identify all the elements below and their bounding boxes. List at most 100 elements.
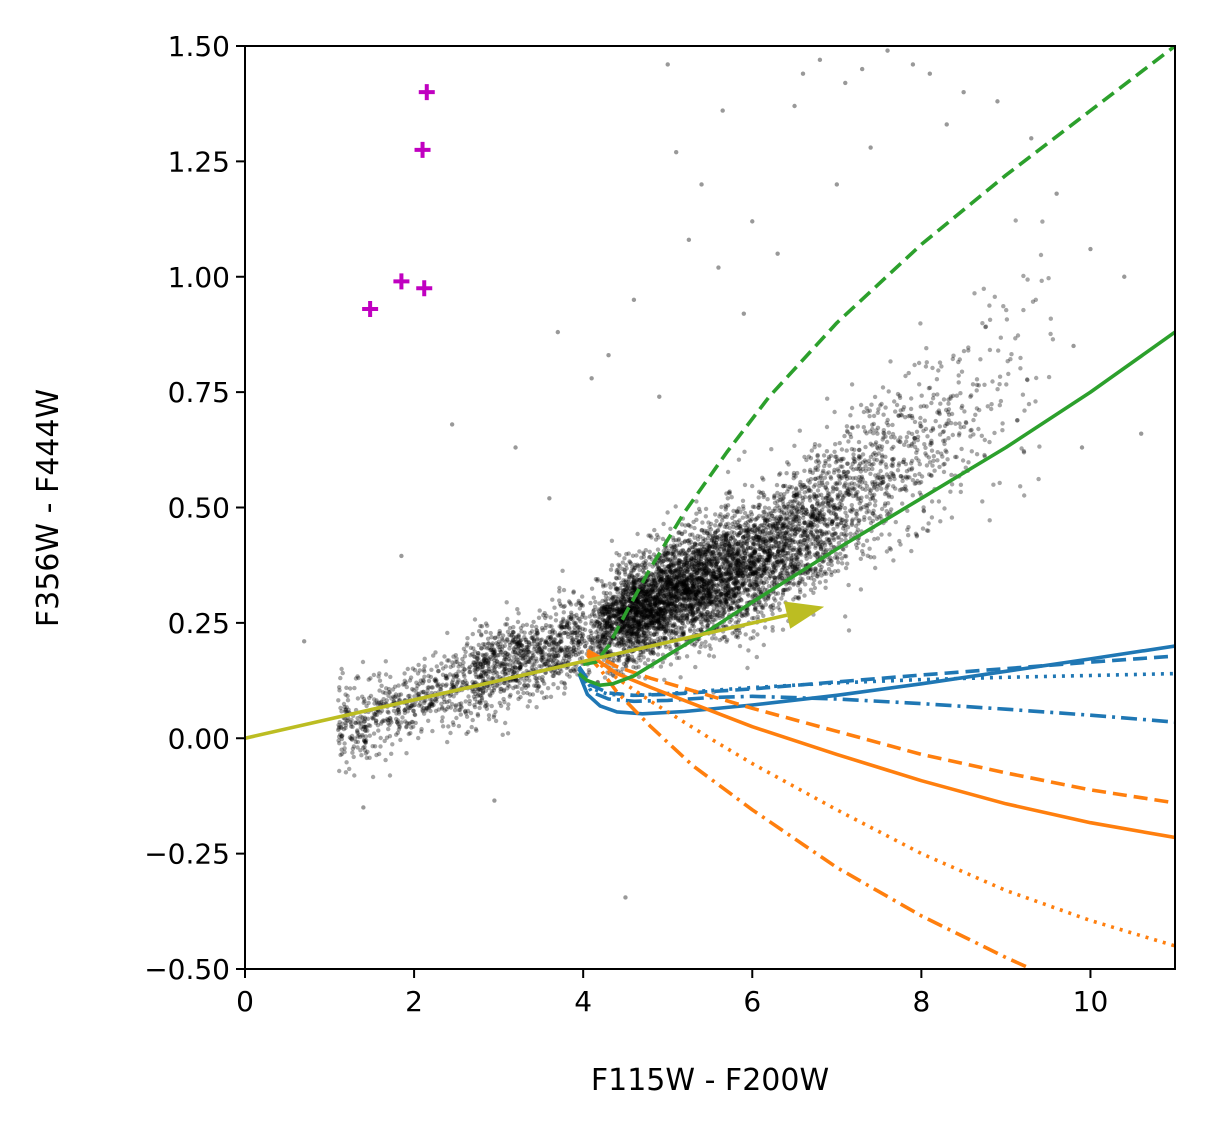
scatter-point xyxy=(525,649,531,654)
scatter-point xyxy=(776,563,781,568)
scatter-point xyxy=(878,461,883,466)
scatter-point xyxy=(634,630,639,636)
scatter-point xyxy=(647,640,652,646)
scatter-point xyxy=(756,600,762,605)
scatter-point xyxy=(562,630,567,635)
scatter-point xyxy=(708,543,713,549)
scatter-point xyxy=(738,557,744,562)
scatter-point xyxy=(721,549,727,554)
scatter-point xyxy=(868,441,873,446)
scatter-point xyxy=(851,452,856,457)
scatter-point xyxy=(817,529,823,534)
scatter-point xyxy=(604,620,610,625)
scatter-point xyxy=(666,564,671,569)
scatter-point xyxy=(787,533,793,539)
scatter-point xyxy=(695,549,700,554)
scatter-point xyxy=(602,675,608,680)
scatter-point xyxy=(827,491,832,497)
scatter-point xyxy=(696,551,701,557)
scatter-point xyxy=(738,561,744,566)
scatter-point xyxy=(763,602,768,607)
scatter-point xyxy=(866,458,872,463)
scatter-point xyxy=(587,670,592,675)
scatter-point xyxy=(615,596,620,602)
scatter-point xyxy=(870,443,875,448)
scatter-point xyxy=(893,519,898,525)
scatter-point xyxy=(843,528,848,533)
scatter-point xyxy=(396,721,401,727)
scatter-point xyxy=(535,680,540,686)
scatter-point xyxy=(682,577,688,582)
scatter-point xyxy=(485,623,490,628)
scatter-point xyxy=(431,653,436,658)
scatter-point xyxy=(666,548,671,554)
scatter-point xyxy=(639,609,645,615)
scatter-point xyxy=(815,530,820,535)
scatter-point xyxy=(808,467,813,473)
scatter-point xyxy=(769,537,774,542)
scatter-point xyxy=(551,639,556,645)
scatter-point xyxy=(692,628,697,633)
scatter-point xyxy=(661,593,666,598)
scatter-point xyxy=(355,728,360,733)
scatter-point xyxy=(774,528,780,534)
scatter-point xyxy=(664,602,670,607)
scatter-point xyxy=(673,594,679,600)
scatter-point xyxy=(778,577,783,582)
scatter-point xyxy=(703,639,708,645)
scatter-point xyxy=(1048,316,1054,321)
scatter-point xyxy=(521,647,526,653)
scatter-point xyxy=(807,545,812,550)
scatter-point xyxy=(787,512,792,517)
scatter-point xyxy=(353,720,358,726)
scatter-point xyxy=(750,616,755,621)
scatter-point xyxy=(345,718,350,723)
scatter-point xyxy=(606,615,612,620)
scatter-point xyxy=(650,622,655,628)
scatter-point xyxy=(826,561,831,567)
scatter-point xyxy=(654,619,660,624)
scatter-point xyxy=(571,589,576,594)
scatter-point xyxy=(883,405,888,410)
scatter-point xyxy=(733,568,738,574)
scatter-point xyxy=(745,588,750,593)
scatter-point xyxy=(863,444,868,450)
scatter-point xyxy=(752,591,757,597)
scatter-point xyxy=(718,591,724,597)
scatter-point xyxy=(746,557,752,563)
scatter-point xyxy=(884,509,889,514)
scatter-point xyxy=(622,633,628,639)
scatter-point xyxy=(515,690,521,695)
scatter-point xyxy=(622,556,627,561)
scatter-point xyxy=(647,605,652,610)
scatter-point xyxy=(674,583,680,588)
scatter-point xyxy=(957,421,962,426)
scatter-point xyxy=(486,713,492,718)
scatter-point xyxy=(365,716,371,721)
scatter-point xyxy=(458,712,463,717)
scatter-point xyxy=(769,568,774,573)
scatter-point xyxy=(773,598,778,603)
scatter-point xyxy=(841,532,846,537)
scatter-point xyxy=(505,637,510,643)
scatter-point xyxy=(617,654,622,659)
scatter-point xyxy=(766,555,771,560)
scatter-point xyxy=(677,557,682,563)
scatter-point xyxy=(720,571,726,576)
scatter-point xyxy=(433,676,438,682)
scatter-point xyxy=(912,435,917,441)
scatter-point xyxy=(412,668,418,673)
scatter-point xyxy=(789,558,794,563)
scatter-point xyxy=(897,461,902,466)
scatter-point xyxy=(703,506,709,512)
scatter-point xyxy=(608,585,613,590)
scatter-point xyxy=(628,561,634,566)
scatter-point xyxy=(655,573,661,578)
scatter-point xyxy=(1050,337,1056,342)
scatter-point xyxy=(804,545,809,550)
scatter-point xyxy=(745,551,750,556)
scatter-point xyxy=(671,593,677,599)
scatter-point xyxy=(644,606,650,612)
scatter-point xyxy=(541,695,547,701)
scatter-point xyxy=(561,604,566,610)
